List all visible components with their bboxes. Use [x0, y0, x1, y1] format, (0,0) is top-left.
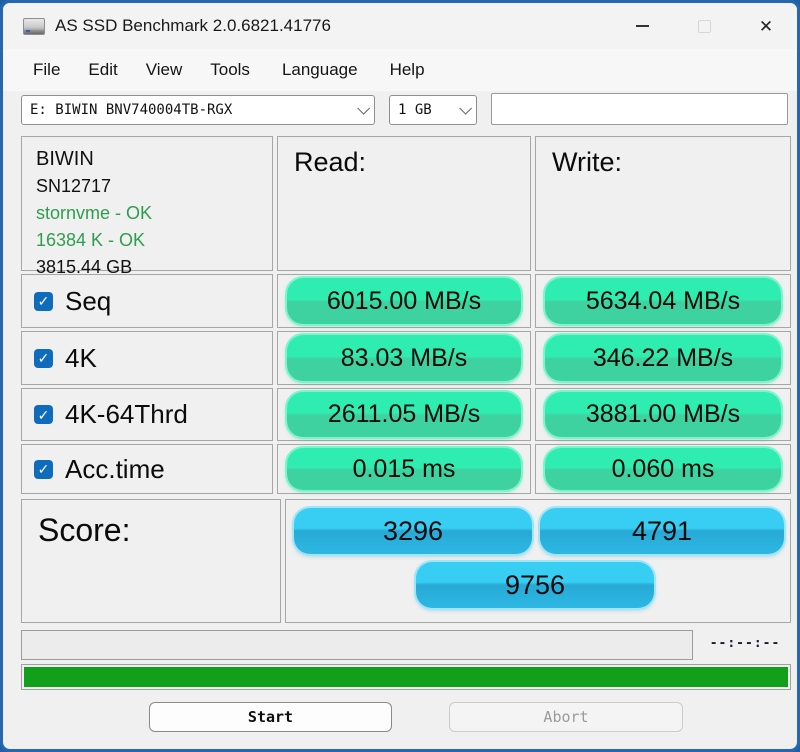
driver-status: stornvme - OK: [36, 203, 153, 223]
chevron-down-icon: [357, 101, 370, 115]
window-controls: ✕: [611, 3, 797, 49]
maximize-icon: [697, 19, 711, 33]
4k64thrd-read-value: 2611.05 MB/s: [287, 392, 521, 437]
drive-info-panel: BIWIN SN12717 stornvme - OK 16384 K - OK…: [21, 136, 273, 277]
window-title: AS SSD Benchmark 2.0.6821.41776: [55, 16, 331, 35]
read-column-header-box: Read:: [277, 136, 531, 271]
4k64thrd-write-cell: 3881.00 MB/s: [535, 388, 791, 441]
minimize-icon: [635, 25, 649, 27]
menu-edit[interactable]: Edit: [88, 60, 118, 79]
minimize-button[interactable]: [611, 3, 673, 49]
chevron-down-icon: [459, 101, 472, 115]
test-row-4k64thrd: ✓ 4K-64Thrd: [21, 388, 273, 441]
test-row-seq: ✓ Seq: [21, 274, 273, 328]
test-size-select[interactable]: 1 GB: [389, 95, 477, 125]
overall-progress-fill: [24, 667, 788, 687]
score-label-box: Score:: [21, 499, 281, 623]
4k64thrd-checkbox[interactable]: ✓: [34, 405, 53, 424]
seq-write-value: 5634.04 MB/s: [545, 278, 781, 324]
menu-bar: File Edit View Tools Language Help: [3, 49, 797, 91]
4k-checkbox[interactable]: ✓: [34, 348, 53, 368]
4k64thrd-write-value: 3881.00 MB/s: [545, 392, 781, 437]
score-values-box: 3296 4791 9756: [285, 499, 791, 623]
maximize-button: [673, 3, 735, 49]
seq-label: Seq: [65, 285, 112, 316]
4k-label: 4K: [65, 342, 97, 373]
acctime-checkbox[interactable]: ✓: [34, 459, 53, 479]
seq-read-cell: 6015.00 MB/s: [277, 274, 531, 328]
drive-serial: SN12717: [36, 176, 112, 196]
seq-read-value: 6015.00 MB/s: [287, 278, 521, 324]
time-remaining: --:--:--: [709, 636, 781, 651]
test-size-value: 1 GB: [398, 102, 432, 118]
score-write-value: 4791: [540, 508, 784, 554]
acctime-label: Acc.time: [65, 453, 165, 484]
menu-language[interactable]: Language: [281, 60, 358, 79]
menu-help[interactable]: Help: [389, 60, 425, 79]
close-button[interactable]: ✕: [735, 3, 797, 49]
overall-progress-bar: [21, 664, 791, 690]
score-label: Score:: [38, 512, 131, 548]
menu-tools[interactable]: Tools: [210, 60, 250, 79]
score-total-value: 9756: [416, 562, 654, 608]
acctime-read-cell: 0.015 ms: [277, 444, 531, 494]
menu-file[interactable]: File: [33, 60, 61, 79]
4k64thrd-label: 4K-64Thrd: [65, 399, 188, 429]
4k-read-value: 83.03 MB/s: [287, 335, 521, 381]
acctime-read-value: 0.015 ms: [287, 448, 521, 490]
progress-bar-empty: [21, 630, 693, 660]
test-row-acctime: ✓ Acc.time: [21, 444, 273, 494]
empty-field[interactable]: [491, 93, 788, 125]
drive-select[interactable]: E: BIWIN BNV740004TB-RGX: [21, 95, 375, 125]
score-read-value: 3296: [294, 508, 532, 554]
ssd-drive-icon: [23, 17, 45, 35]
write-column-header-box: Write:: [535, 136, 791, 271]
4k-read-cell: 83.03 MB/s: [277, 331, 531, 385]
acctime-write-value: 0.060 ms: [545, 448, 781, 490]
abort-button: Abort: [449, 702, 683, 732]
read-column-header: Read:: [294, 147, 367, 177]
test-row-4k: ✓ 4K: [21, 331, 273, 385]
close-icon: ✕: [758, 16, 774, 36]
menu-view[interactable]: View: [145, 60, 183, 79]
title-bar: AS SSD Benchmark 2.0.6821.41776 ✕: [3, 3, 797, 49]
drive-vendor: BIWIN: [36, 148, 94, 170]
acctime-write-cell: 0.060 ms: [535, 444, 791, 494]
drive-select-value: E: BIWIN BNV740004TB-RGX: [30, 102, 233, 118]
drive-capacity: 3815.44 GB: [36, 257, 133, 277]
4k-write-cell: 346.22 MB/s: [535, 331, 791, 385]
write-column-header: Write:: [552, 147, 623, 177]
4k-write-value: 346.22 MB/s: [545, 335, 781, 381]
start-button[interactable]: Start: [149, 702, 392, 732]
4k64thrd-read-cell: 2611.05 MB/s: [277, 388, 531, 441]
alignment-status: 16384 K - OK: [36, 230, 146, 250]
seq-write-cell: 5634.04 MB/s: [535, 274, 791, 328]
seq-checkbox[interactable]: ✓: [34, 291, 53, 311]
